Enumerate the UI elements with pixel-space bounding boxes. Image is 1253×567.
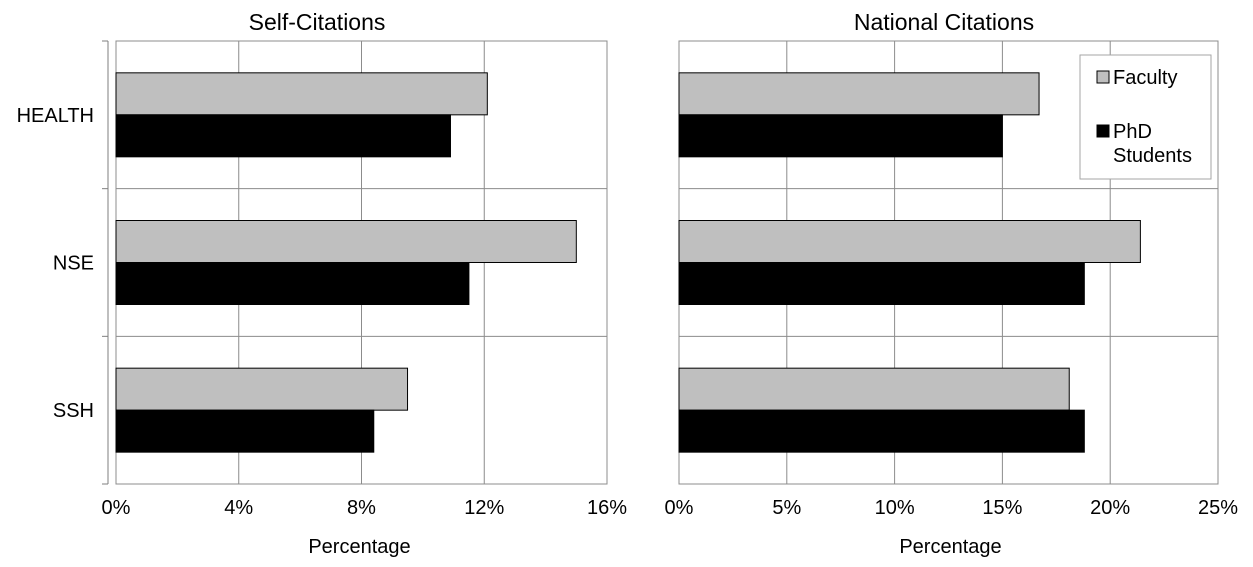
self-citations-chart: HEALTH NSE SSH 0% 4% 8% 12% 16% Self-Citations Pe… [17,9,628,558]
x-tick-label: 5% [772,497,801,519]
legend-label: Faculty [1113,67,1177,89]
bar-phd-students-ssh [678,409,1085,453]
legend-item: Faculty [1096,67,1177,89]
bar-faculty-ssh [115,367,409,411]
bar-phd-students-ssh [115,409,375,453]
category-label: HEALTH [17,105,94,127]
x-tick-label: 0% [665,497,694,519]
x-axis-label: Percentage [899,536,1001,558]
chart-title: Self-Citations [249,9,386,35]
legend-label: PhD [1113,121,1152,143]
chart-title: National Citations [854,9,1034,35]
legend-label: Students [1113,145,1192,167]
category-label: NSE [53,253,94,275]
national-citations-chart: 0% 5% 10% 15% 20% 25% National Citations Percen… [665,9,1239,558]
x-tick-label: 10% [875,497,915,519]
x-axis-label: Percentage [308,536,410,558]
legend-swatch [1096,70,1110,84]
category-label: SSH [53,400,94,422]
x-tick-label: 4% [224,497,253,519]
x-tick-label: 20% [1090,497,1130,519]
bar-phd-students-nse [678,262,1085,305]
bar-faculty-health [115,72,488,116]
x-tick-label: 15% [982,497,1022,519]
bar-phd-students-health [678,114,1003,158]
legend-swatch [1096,124,1110,138]
x-tick-label: 25% [1198,497,1238,519]
x-tick-label: 0% [102,497,131,519]
x-tick-label: 8% [347,497,376,519]
bar-faculty-nse [678,220,1141,263]
bar-faculty-health [678,72,1040,116]
bar-faculty-nse [115,220,577,263]
bar-phd-students-health [115,114,451,158]
x-tick-label: 12% [464,497,504,519]
bar-phd-students-nse [115,262,470,305]
bar-faculty-ssh [678,367,1070,411]
x-tick-label: 16% [587,497,627,519]
